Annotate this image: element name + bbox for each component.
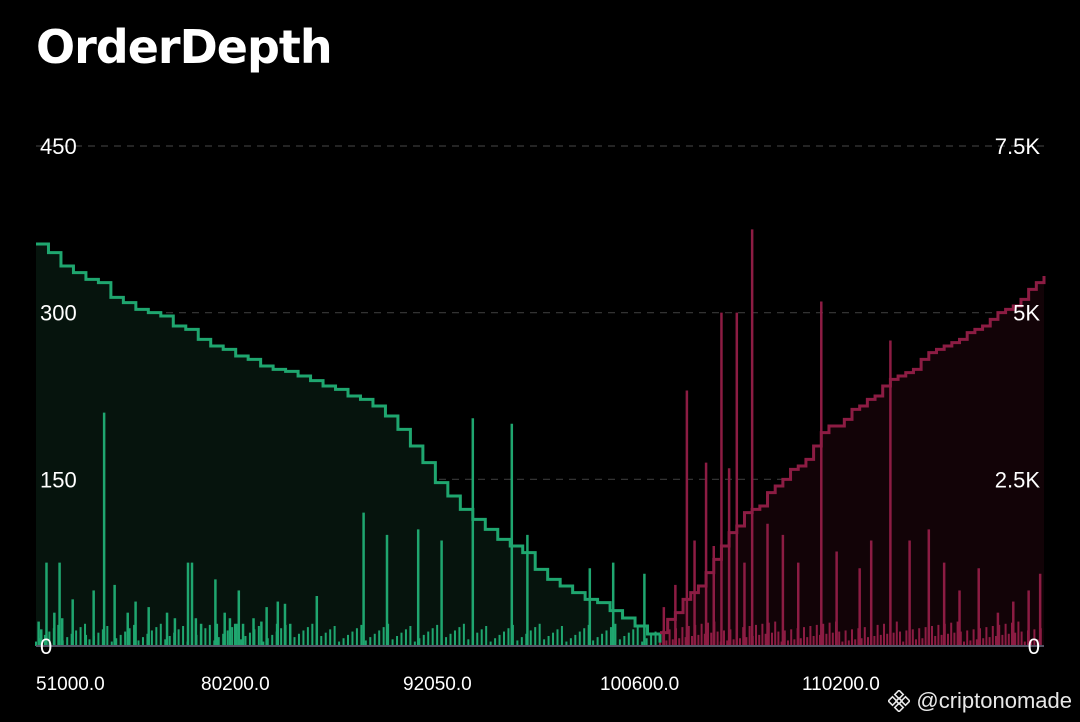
bid-depth-area	[36, 244, 660, 646]
depth-areas	[36, 244, 1044, 646]
x-axis-tick-label: 92050.0	[403, 674, 472, 695]
order-size-bars	[35, 229, 1042, 646]
watermark-handle: @criptonomade	[916, 688, 1072, 713]
right-axis-tick-label: 2.5K	[995, 467, 1041, 492]
x-axis-tick-label: 110200.0	[802, 674, 880, 695]
axis-labels: 0 150 300 450 0 2.5K 5K 7.5K 51000.0 80200.0 92050…	[36, 134, 1040, 695]
depth-lines	[36, 242, 1046, 647]
ask-depth-area	[660, 276, 1044, 646]
bid-depth-line	[36, 242, 662, 643]
x-axis-tick-label: 51000.0	[36, 674, 105, 695]
left-axis-tick-label: 150	[40, 467, 77, 492]
right-axis-tick-label: 7.5K	[995, 134, 1041, 159]
left-axis-tick-label: 300	[40, 301, 77, 326]
ask-depth-line	[660, 276, 1046, 635]
left-axis-tick-label: 0	[40, 634, 52, 659]
chart-title: OrderDepth	[36, 20, 333, 74]
x-axis-tick-label: 100600.0	[600, 674, 679, 695]
x-axis-tick-label: 80200.0	[201, 674, 270, 695]
left-axis-tick-label: 450	[40, 134, 77, 159]
right-axis-tick-label: 5K	[1013, 301, 1040, 326]
binance-diamond-icon	[887, 689, 912, 713]
watermark: @criptonomade	[887, 688, 1072, 714]
right-axis-tick-label: 0	[1028, 634, 1040, 659]
